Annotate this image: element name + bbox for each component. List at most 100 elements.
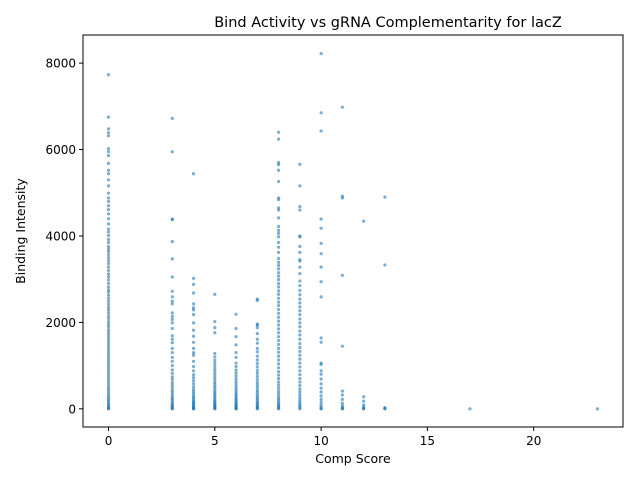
data-point [234, 374, 238, 378]
data-point [106, 374, 111, 379]
data-point [319, 51, 323, 56]
data-point [298, 333, 302, 337]
data-point [106, 247, 111, 251]
data-point [106, 281, 111, 286]
data-point [106, 338, 111, 342]
data-point [106, 290, 111, 294]
data-point [298, 376, 302, 381]
plot-frame [82, 34, 624, 428]
data-point [234, 312, 238, 316]
x-tick-label: 5 [211, 434, 219, 448]
data-point [298, 337, 302, 341]
data-point [106, 372, 111, 376]
data-point [276, 179, 281, 184]
data-point [106, 330, 111, 334]
data-point [170, 346, 174, 350]
data-point [170, 334, 174, 338]
data-point [106, 272, 111, 276]
data-point [255, 361, 259, 366]
data-point [234, 368, 238, 372]
data-point [276, 267, 281, 271]
data-point [319, 340, 323, 344]
data-point [106, 268, 111, 273]
data-point [191, 282, 196, 286]
data-point [191, 369, 196, 373]
data-point [298, 407, 302, 411]
data-point [106, 127, 111, 131]
data-point [213, 364, 217, 369]
data-point [234, 361, 238, 365]
y-tick-label: 2000 [45, 316, 76, 330]
data-point [106, 147, 111, 151]
data-point [298, 305, 302, 309]
data-point [106, 217, 111, 221]
data-point [298, 357, 302, 361]
data-point [340, 407, 344, 411]
data-point [106, 333, 111, 337]
x-tick-label: 15 [420, 434, 435, 448]
data-point [213, 370, 217, 374]
data-point [362, 395, 366, 399]
data-point [106, 322, 111, 326]
data-point [276, 260, 281, 264]
x-tick-label: 10 [313, 434, 328, 448]
x-axis: 0 5 10 15 20 [105, 427, 541, 448]
data-point [106, 212, 111, 216]
data-point [319, 336, 323, 340]
data-point [106, 293, 111, 297]
data-point [213, 292, 217, 296]
data-point [106, 249, 111, 254]
data-point [298, 301, 302, 305]
data-point [106, 278, 111, 282]
data-point [276, 300, 281, 304]
data-point [213, 326, 217, 330]
data-point [255, 350, 259, 354]
data-point [213, 373, 217, 377]
data-point [106, 341, 111, 345]
data-point [276, 354, 281, 358]
data-point [276, 303, 281, 308]
data-point [106, 222, 111, 226]
data-point [106, 377, 111, 381]
data-point [298, 365, 302, 369]
data-point [106, 244, 111, 248]
data-point [106, 325, 111, 329]
data-point [298, 235, 302, 239]
data-point [298, 396, 302, 400]
data-point [319, 407, 323, 411]
data-point [234, 326, 238, 331]
data-point [106, 265, 111, 269]
data-point [106, 259, 111, 263]
data-point [106, 285, 111, 289]
data-point [255, 383, 259, 387]
data-point [276, 274, 281, 278]
data-point [298, 288, 302, 293]
data-point [276, 331, 281, 335]
data-point [255, 337, 259, 341]
data-point [213, 331, 217, 335]
data-point [319, 372, 323, 376]
data-point [191, 353, 196, 357]
data-point [340, 397, 344, 401]
data-point [106, 354, 111, 358]
data-point [276, 386, 281, 390]
data-point [276, 392, 281, 396]
data-point [170, 116, 174, 121]
data-point [276, 240, 281, 245]
data-point [170, 380, 174, 385]
data-point [106, 382, 111, 386]
data-point [298, 162, 302, 166]
data-point [106, 367, 111, 371]
data-point [106, 314, 111, 318]
data-point [170, 302, 174, 306]
data-point [170, 311, 174, 315]
data-point [191, 302, 196, 306]
data-point [276, 315, 281, 319]
data-point [340, 393, 344, 397]
data-point [319, 111, 323, 115]
data-point [319, 265, 323, 269]
data-point [340, 401, 344, 405]
data-point [298, 387, 302, 391]
data-point [191, 291, 196, 295]
data-point [170, 321, 174, 325]
